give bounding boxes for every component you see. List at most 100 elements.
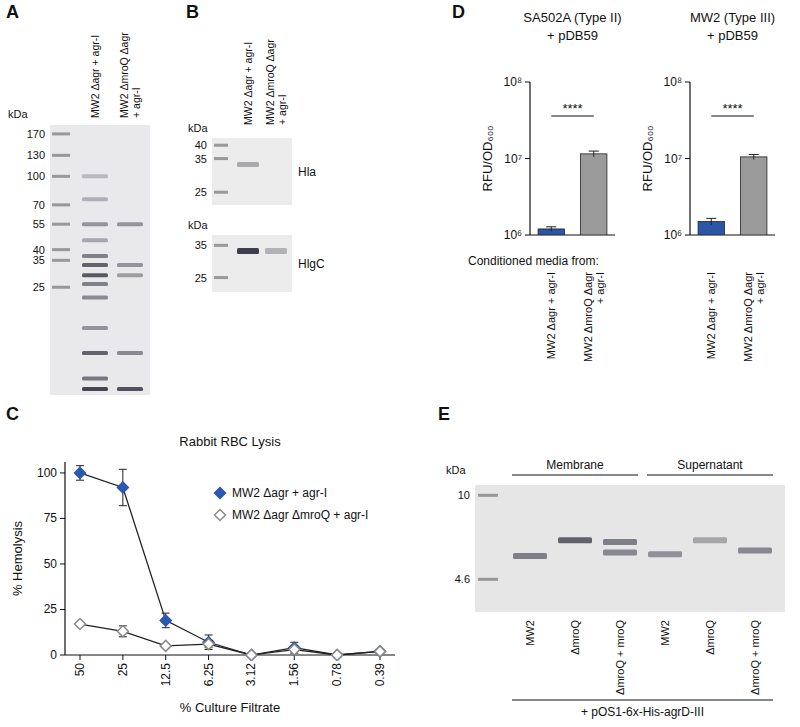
error-cap (76, 465, 84, 466)
ladder-band (214, 191, 228, 194)
significance-label: **** (722, 101, 742, 116)
marker-label: 35 (195, 153, 207, 165)
marker-label: 10 (458, 489, 470, 501)
error-cap (546, 226, 556, 227)
marker-label: 4.6 (455, 573, 470, 585)
y-axis (64, 462, 65, 655)
gel-band (738, 548, 772, 554)
plot-area (698, 154, 767, 235)
ladder-band (478, 494, 498, 497)
y-tick (525, 235, 530, 236)
gel-band (82, 238, 108, 242)
gel-band (117, 351, 143, 355)
label-line: MW2 ΔmroQ Δagr (582, 272, 594, 362)
y-axis-label: RFU/OD₆₀₀ (480, 126, 495, 192)
y-tick (525, 82, 530, 83)
gel-band (82, 197, 108, 201)
x-tick (165, 655, 166, 660)
lane-label: MW2 ΔmroQ Δagr+ agr-I (118, 32, 142, 118)
ladder-band (52, 175, 70, 178)
marker-label: 170 (27, 128, 45, 140)
footer-line (512, 700, 773, 701)
x-tick-label: MW2 Δagr + agr-I (545, 272, 557, 359)
y-tick-label: 100 (37, 466, 57, 480)
gel-band (603, 539, 637, 545)
gel-background (212, 235, 292, 292)
x-tick-label: MW2 Δagr + agr-I (705, 272, 717, 359)
y-tick (685, 82, 690, 83)
lane-label: MW2 (524, 620, 536, 646)
unit-label: kDa (188, 219, 208, 231)
y-tick-label: 10⁸ (504, 75, 522, 89)
marker-label: 35 (195, 239, 207, 251)
y-tick-label: 10⁶ (504, 228, 522, 242)
data-point (75, 619, 86, 630)
group-bracket (512, 475, 638, 476)
data-point (160, 615, 171, 626)
error-bar (551, 227, 552, 231)
ladder-band (214, 144, 228, 147)
data-point (332, 650, 343, 661)
legend-label: MW2 Δagr ΔmroQ + agr-I (232, 508, 368, 522)
label-line: + agr-I (276, 94, 288, 125)
chart-subtitle: + pDB59 (547, 28, 598, 43)
lane-label: ΔmroQ + mroQ (614, 620, 626, 695)
label-line: MW2 ΔmroQ Δagr (118, 32, 130, 118)
label-line: MW2 ΔmroQ Δagr (742, 272, 754, 362)
data-point (332, 650, 343, 661)
gel-band (82, 263, 108, 267)
panel-letter: A (6, 2, 19, 22)
label-line: + agr-I (594, 272, 606, 304)
x-tick-label: MW2 ΔmroQ Δagr+ agr-I (582, 272, 607, 362)
group-label: Membrane (546, 458, 604, 472)
data-point (246, 650, 257, 661)
x-tick-label: MW2 ΔmroQ Δagr+ agr-I (742, 272, 767, 362)
y-axis-label: RFU/OD₆₀₀ (640, 126, 655, 192)
y-tick-label: 50 (44, 557, 58, 571)
marker-label: 25 (33, 281, 45, 293)
legend-marker (215, 488, 226, 499)
chart-title: Rabbit RBC Lysis (179, 434, 281, 449)
gel-band (117, 387, 143, 391)
y-tick-label: 10⁸ (664, 75, 682, 89)
data-point (203, 639, 214, 650)
y-tick (685, 235, 690, 236)
x-axis-label: % Culture Filtrate (180, 700, 280, 715)
error-cap (119, 469, 127, 470)
error-cap (162, 613, 170, 614)
y-tick-label: 10⁶ (664, 228, 682, 242)
significance-label: **** (562, 101, 582, 116)
y-tick-label: 75 (44, 511, 58, 525)
error-bar (711, 218, 712, 225)
lane-label: MW2 ΔmroQ Δagr+ agr-I (264, 39, 288, 125)
y-axis-label: % Hemolysis (10, 520, 25, 596)
marker-label: 130 (27, 149, 45, 161)
marker-label: 100 (27, 170, 45, 182)
y-tick (60, 609, 65, 610)
data-point (246, 650, 257, 661)
lane-label: ΔmroQ + mroQ (749, 620, 761, 695)
chart-title: SA502A (Type II) (523, 10, 621, 25)
ladder-band (214, 244, 228, 247)
gel-band (237, 248, 259, 254)
gel-background (50, 125, 150, 395)
x-tick (122, 655, 123, 660)
gel-band (82, 254, 108, 258)
y-tick (60, 655, 65, 656)
y-tick (60, 563, 65, 564)
legend-label: MW2 Δagr + agr-I (232, 486, 327, 500)
error-bar (593, 151, 594, 157)
gel-band (82, 273, 108, 277)
plot-area (538, 151, 607, 235)
error-cap (119, 505, 127, 506)
bar (741, 157, 767, 235)
gel-band (82, 326, 108, 330)
error-cap (749, 154, 759, 155)
gel-band (82, 222, 108, 226)
x-tick-label: 25 (116, 663, 130, 677)
error-cap (205, 634, 213, 635)
error-cap (76, 480, 84, 481)
gel-band (693, 537, 727, 543)
blot-label: HlgC (298, 257, 325, 271)
lane-label: MW2 Δagr + agr-I (242, 42, 254, 125)
